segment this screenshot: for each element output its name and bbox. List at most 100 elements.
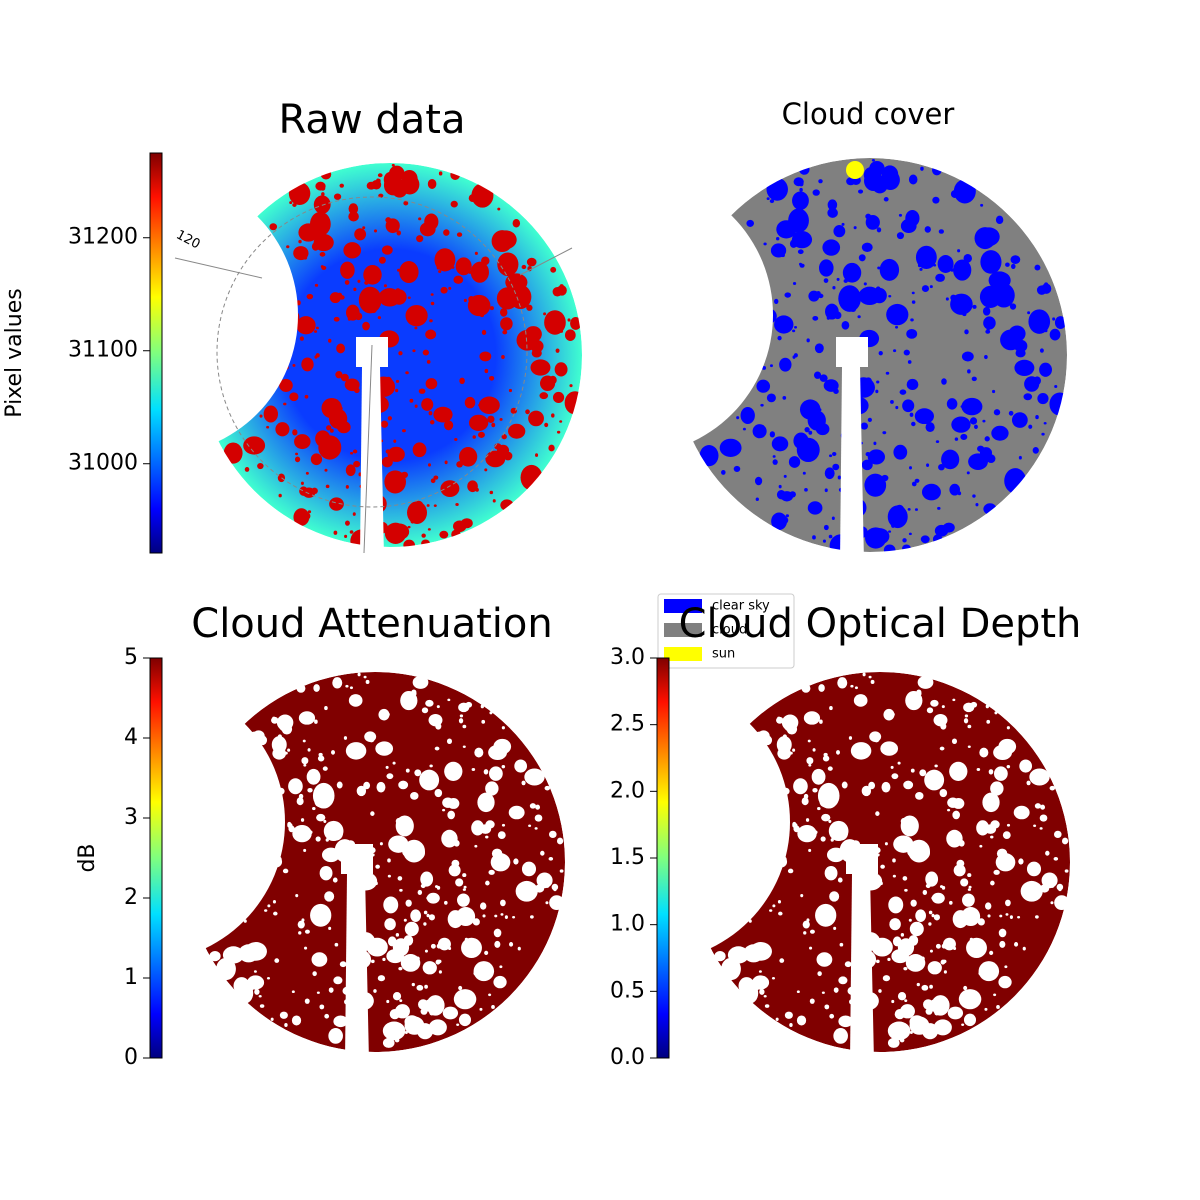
image-feature [822,239,841,256]
image-feature [337,421,351,434]
image-feature [922,889,928,895]
image-feature [999,940,1006,948]
overlay-line [363,344,373,554]
image-feature [485,450,506,468]
image-feature [383,896,399,914]
image-feature [941,1000,946,1005]
image-feature [564,391,586,415]
colorbar-tick-label: 0.5 [610,978,645,1003]
image-feature [292,363,296,367]
image-feature [864,377,872,385]
image-feature [689,360,693,364]
image-feature [244,467,250,472]
image-feature [736,416,740,420]
image-feature [968,885,972,889]
image-feature [992,389,996,394]
image-feature [535,804,541,810]
image-feature [911,291,915,295]
image-feature [823,752,828,757]
image-feature [426,359,431,364]
image-feature [990,880,995,886]
image-feature [420,871,434,887]
image-feature [963,985,968,991]
image-feature [513,858,519,865]
image-feature [497,863,503,870]
image-feature [353,287,357,292]
image-feature [873,441,877,446]
image-feature [746,284,770,307]
image-feature [322,766,328,771]
image-feature [548,444,555,452]
colorbar [149,152,163,554]
image-feature [293,508,310,526]
image-feature [908,839,930,863]
image-feature [313,195,331,214]
image-feature [760,794,779,811]
image-feature [891,712,895,716]
image-feature [733,904,744,916]
image-feature [550,266,557,273]
image-feature [489,711,493,715]
image-feature [809,998,815,1004]
image-feature [789,751,793,755]
image-feature [695,415,700,420]
image-feature [991,425,1009,441]
image-feature [1058,888,1062,892]
image-feature [405,304,428,327]
colorbar-label: Pixel values [2,288,27,417]
image-feature [556,837,564,845]
image-feature [812,315,819,321]
image-feature [953,946,957,950]
image-feature [440,286,448,294]
image-feature [893,444,908,460]
image-feature [312,806,316,811]
image-feature [324,706,328,711]
image-feature [778,484,782,489]
image-feature [520,464,543,491]
image-feature [842,362,846,366]
image-feature [254,294,258,298]
image-feature [895,405,899,410]
image-feature [910,899,917,907]
image-feature [888,295,892,298]
image-feature [353,1009,358,1013]
image-feature [953,864,966,877]
image-feature [234,982,254,1005]
image-feature [405,768,410,773]
image-feature [925,422,935,433]
image-feature [1027,311,1031,315]
image-feature [728,315,735,322]
image-feature [379,256,386,264]
image-feature [794,325,798,329]
image-feature [441,829,458,848]
image-feature [429,1010,435,1016]
image-feature [453,989,477,1010]
image-feature [567,318,571,322]
image-feature [448,286,452,290]
image-feature [223,314,241,334]
image-feature [387,858,391,863]
image-feature [952,698,956,702]
image-feature [808,848,812,853]
image-feature [789,1023,793,1028]
image-feature [979,747,989,758]
image-feature [993,766,1008,781]
image-feature [489,751,494,756]
image-feature [856,991,879,1011]
image-feature [402,429,406,433]
image-feature [387,446,405,462]
image-feature [442,1006,459,1020]
image-feature [458,702,470,713]
image-feature [437,937,451,951]
image-feature [416,235,424,243]
image-feature [553,888,557,892]
colorbar-tick-label: 0 [124,1045,138,1070]
image-feature [470,261,489,283]
image-feature [699,313,717,333]
image-feature [903,966,908,971]
legend-label: clear sky [712,599,770,614]
image-feature [901,1008,905,1012]
image-feature [206,816,212,822]
image-feature [861,242,873,252]
image-feature [256,771,268,782]
